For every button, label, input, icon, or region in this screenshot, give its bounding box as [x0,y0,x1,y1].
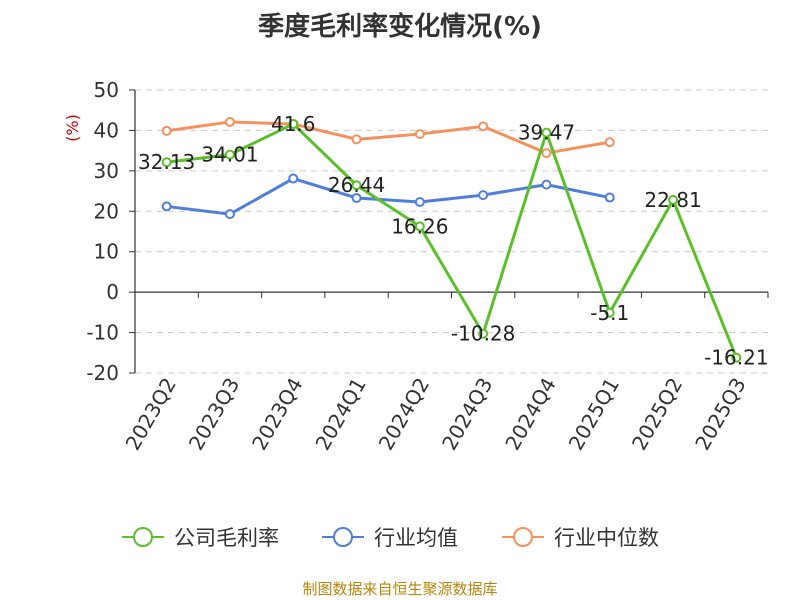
x-tick-label: 2023Q3 [184,374,244,455]
legend-item-1[interactable]: 行业均值 [322,526,458,550]
series-line-1 [166,177,611,216]
y-tick-label: -20 [86,361,119,385]
legend-item-2[interactable]: 行业中位数 [502,526,659,550]
data-point[interactable] [668,194,679,205]
y-tick-label: 20 [94,199,119,223]
source-note: 制图数据来自恒生聚源数据库 [302,580,498,598]
y-tick-label: 0 [106,280,119,304]
data-point[interactable] [478,190,489,201]
legend-label: 行业均值 [374,526,458,550]
data-point[interactable] [288,118,299,129]
data-label: 32.13 [138,150,195,174]
legend-label: 行业中位数 [554,526,659,550]
data-point[interactable] [541,127,552,138]
series-lines [161,116,742,363]
data-label: -16.21 [704,346,768,370]
y-axis-unit-label: (%) [63,114,82,142]
x-tick-label: 2023Q2 [121,374,181,455]
data-label: 26.44 [328,173,385,197]
data-point[interactable] [288,173,299,184]
data-point[interactable] [604,192,615,203]
y-tick-label: -10 [86,321,119,345]
chart-title: 季度毛利率变化情况(%) [258,12,542,42]
data-point[interactable] [541,179,552,190]
legend-label: 公司毛利率 [174,526,279,550]
x-tick-label: 2024Q2 [374,374,434,455]
data-point[interactable] [604,307,615,318]
x-tick-label: 2025Q1 [564,374,624,455]
data-point[interactable] [161,201,172,212]
data-point[interactable] [414,196,425,207]
data-point[interactable] [224,209,235,220]
data-label: 39.47 [518,121,575,145]
legend-item-0[interactable]: 公司毛利率 [122,526,279,550]
data-label: 22.81 [644,188,701,212]
data-label: -10.28 [451,322,515,346]
x-tick-label: 2025Q3 [690,374,750,455]
y-tick-label: 30 [94,159,119,183]
data-point[interactable] [351,180,362,191]
series-line-2 [166,120,611,155]
data-point[interactable] [351,192,362,203]
y-tick-label: 40 [94,118,119,142]
data-point[interactable] [414,221,425,232]
x-tick-label: 2024Q3 [437,374,497,455]
data-point[interactable] [478,328,489,339]
data-label: -5.1 [590,301,629,325]
data-label: 41.6 [271,112,316,136]
data-point[interactable] [351,134,362,145]
data-point[interactable] [224,149,235,160]
legend-swatch-marker [133,527,153,547]
data-label: 16.26 [391,214,448,238]
x-tick-label: 2024Q4 [500,374,560,455]
legend-swatch-marker [333,527,353,547]
y-tick-label: 10 [94,240,119,264]
x-tick-label: 2023Q4 [247,374,307,455]
data-point[interactable] [541,148,552,159]
legend[interactable]: 公司毛利率 行业均值 行业中位数 [122,526,659,550]
data-point[interactable] [414,129,425,140]
data-point[interactable] [161,125,172,136]
data-label: 34.01 [201,143,258,167]
series-line-0 [166,122,738,359]
data-point[interactable] [478,121,489,132]
data-point[interactable] [604,137,615,148]
data-point[interactable] [161,157,172,168]
data-point[interactable] [224,116,235,127]
legend-swatch-marker [513,527,533,547]
data-point[interactable] [731,352,742,363]
y-tick-label: 50 [94,78,119,102]
x-tick-label: 2024Q1 [310,374,370,455]
x-tick-label: 2025Q2 [627,374,687,455]
